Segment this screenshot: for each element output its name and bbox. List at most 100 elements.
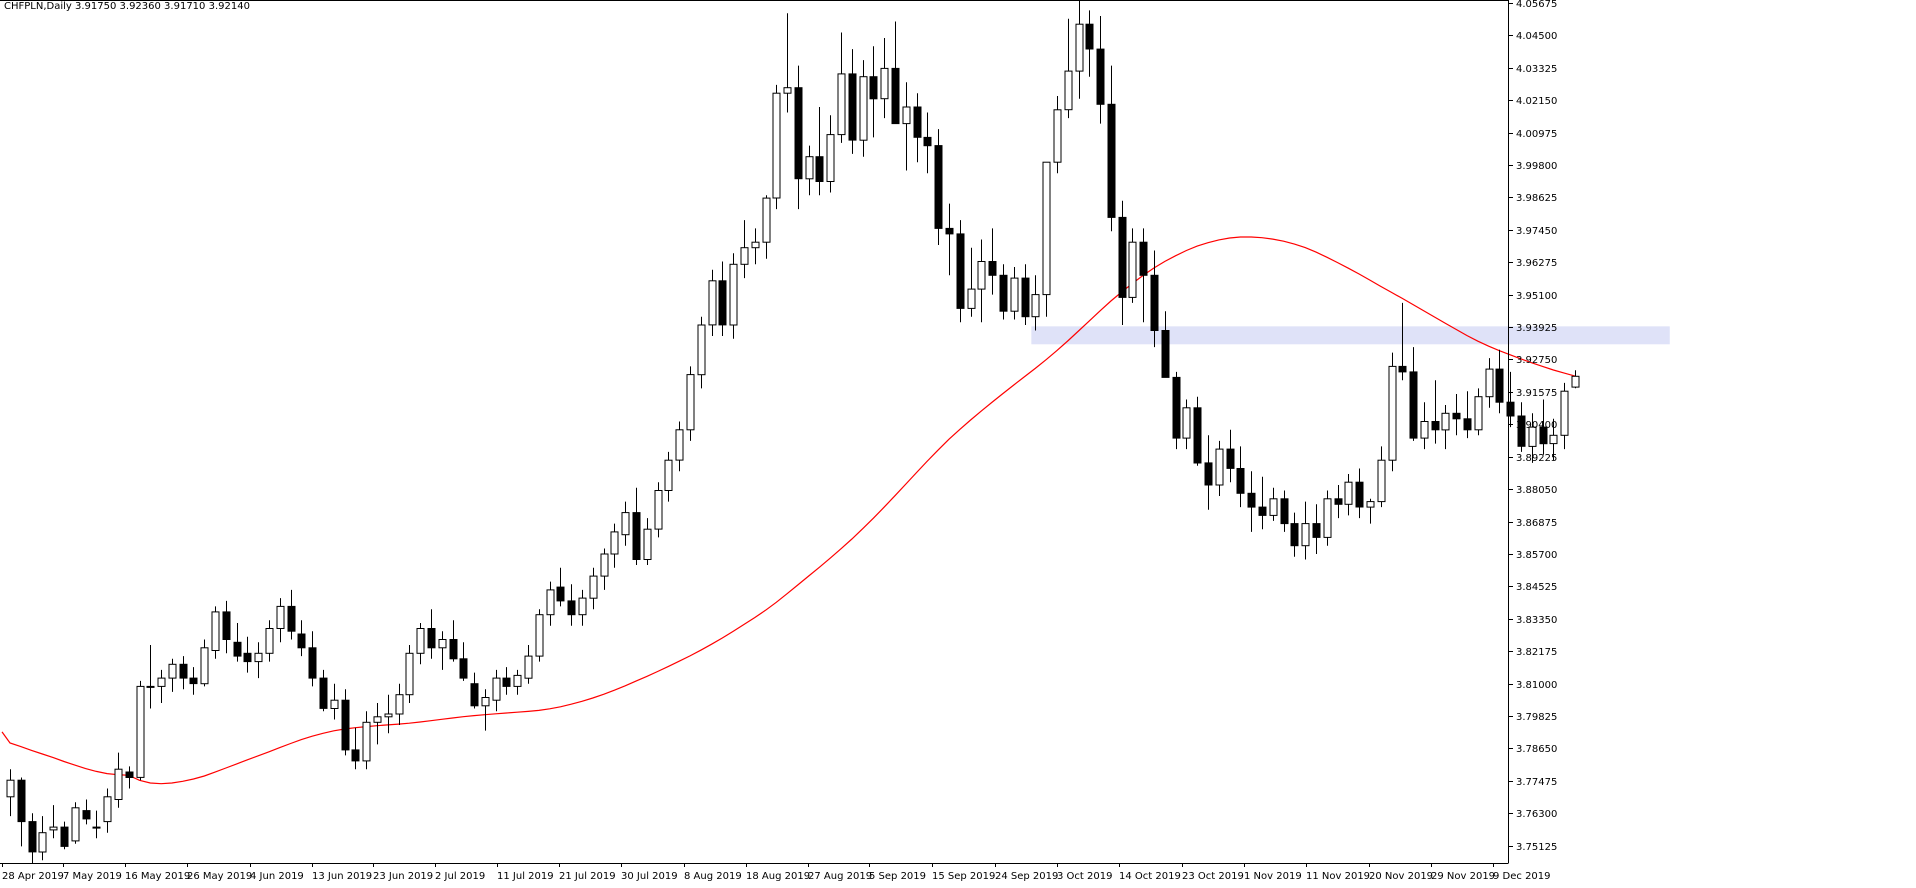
candle-body	[956, 233, 965, 309]
candle	[1085, 10, 1094, 77]
candle	[783, 13, 792, 113]
candle	[988, 228, 997, 295]
candle-body	[1139, 241, 1148, 276]
candle	[1010, 267, 1019, 320]
candle-body	[1301, 523, 1310, 547]
candle-body	[988, 261, 997, 276]
candle	[492, 669, 501, 712]
candle	[125, 766, 134, 789]
candle-body	[1150, 274, 1159, 331]
candle-body	[513, 674, 522, 687]
candle-body	[179, 663, 188, 679]
y-tick-label: 3.75125	[1516, 842, 1557, 853]
highlight-zone-layer	[1031, 326, 1670, 345]
candle-body	[459, 658, 468, 679]
candle	[438, 631, 447, 670]
candle	[556, 567, 565, 607]
candle-body	[610, 531, 619, 555]
candle	[60, 821, 69, 850]
candle-body	[373, 716, 382, 723]
candle-body	[146, 685, 155, 688]
candle-body	[1474, 396, 1483, 431]
candle	[71, 802, 80, 844]
candle	[1301, 501, 1310, 560]
candle-body	[1075, 23, 1084, 72]
candle-body	[362, 721, 371, 762]
candle	[923, 112, 932, 174]
candle	[502, 667, 511, 695]
candle-body	[405, 652, 414, 696]
candle	[664, 451, 673, 502]
y-tick-label: 3.90400	[1516, 420, 1557, 431]
y-tick-label: 4.03325	[1516, 64, 1557, 75]
candle-body	[762, 197, 771, 243]
candle-body	[1226, 448, 1235, 469]
candle-body	[1042, 161, 1051, 296]
y-tick-label: 3.92750	[1516, 355, 1557, 366]
candle-body	[189, 677, 198, 685]
candle	[1290, 512, 1299, 557]
candle-body	[222, 611, 231, 641]
candle	[1344, 474, 1353, 516]
candle	[686, 366, 695, 441]
candle	[967, 247, 976, 317]
y-tick-label: 3.81000	[1516, 680, 1557, 691]
candle-body	[1031, 294, 1040, 318]
candle	[1031, 275, 1040, 331]
candle-body	[1107, 103, 1116, 218]
candle	[1096, 16, 1105, 124]
candle-body	[157, 677, 166, 687]
candle-body	[341, 699, 350, 751]
candle-body	[125, 771, 134, 778]
y-tick-label: 3.95100	[1516, 291, 1557, 302]
candle	[1021, 264, 1030, 325]
candle-body	[783, 87, 792, 94]
candle-body	[654, 490, 663, 530]
candle	[880, 38, 889, 119]
candle-body	[945, 227, 954, 235]
candle-body	[967, 288, 976, 309]
candle	[38, 816, 47, 861]
candle	[578, 589, 587, 626]
candle	[1539, 399, 1548, 455]
candle	[1280, 490, 1289, 532]
candle-body	[470, 683, 479, 707]
candle-body	[1344, 481, 1353, 505]
candle	[643, 518, 652, 565]
candle	[427, 609, 436, 659]
candle	[1420, 402, 1429, 450]
candle-body	[826, 134, 835, 183]
candle	[1474, 388, 1483, 436]
candle	[287, 589, 296, 640]
candle-body	[17, 779, 26, 823]
candle-body	[999, 274, 1008, 312]
candle	[869, 46, 878, 138]
candle	[1398, 302, 1407, 381]
candle	[1150, 250, 1159, 348]
candle	[481, 689, 490, 731]
x-tick-label: 7 May 2019	[63, 871, 122, 882]
candle	[654, 482, 663, 538]
candle-body	[28, 821, 37, 853]
y-tick-label: 3.88050	[1516, 485, 1557, 496]
candle-body	[1463, 418, 1472, 431]
candle	[805, 145, 814, 196]
x-tick-label: 1 Nov 2019	[1244, 871, 1302, 882]
candle	[1258, 476, 1267, 530]
candle-body	[265, 628, 274, 654]
y-tick-label: 4.04500	[1516, 31, 1557, 42]
x-tick-label: 3 Oct 2019	[1057, 871, 1112, 882]
candle-body	[103, 796, 112, 823]
candle-body	[1096, 48, 1105, 105]
candle	[1042, 161, 1051, 317]
x-tick-label: 5 Sep 2019	[869, 871, 926, 882]
candle-body	[1409, 371, 1418, 439]
candle-body	[643, 528, 652, 561]
candle	[1463, 391, 1472, 439]
candle	[1269, 487, 1278, 521]
candle	[675, 421, 684, 472]
candle	[103, 788, 112, 833]
candle-body	[1549, 434, 1558, 445]
candle-body	[1323, 498, 1332, 538]
candle	[351, 727, 360, 770]
